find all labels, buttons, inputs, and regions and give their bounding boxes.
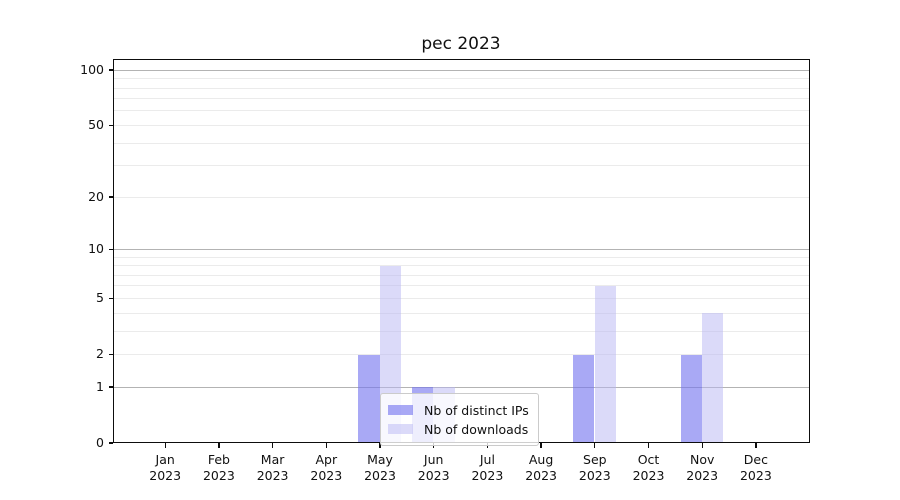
x-tick-label-nov: Nov 2023 xyxy=(686,452,719,483)
y-tick-label-0: 0 xyxy=(96,435,104,450)
y-tick-mark xyxy=(108,248,113,250)
gridline-20 xyxy=(113,196,809,198)
x-tick-label-sep: Sep 2023 xyxy=(578,452,611,483)
x-tick-mark xyxy=(701,443,703,448)
y-tick-label-100: 100 xyxy=(80,62,104,77)
x-tick-label-dec: Dec 2023 xyxy=(739,452,772,483)
bar-sep-distinct-ips xyxy=(573,354,595,442)
x-tick-label-feb: Feb 2023 xyxy=(202,452,235,483)
x-tick-mark xyxy=(164,443,166,448)
x-tick-mark xyxy=(647,443,650,448)
y-tick-label-1: 1 xyxy=(96,378,104,394)
gridline-7 xyxy=(113,274,809,276)
legend-label-distinct-ips: Nb of distinct IPs xyxy=(424,402,529,418)
x-tick-label-may: May 2023 xyxy=(364,452,396,483)
gridline-60 xyxy=(113,110,809,112)
gridline-1 xyxy=(113,386,809,388)
y-tick-mark xyxy=(108,196,113,198)
x-tick-label-jul: Jul 2023 xyxy=(471,452,504,483)
gridline-30 xyxy=(113,165,809,167)
gridline-10 xyxy=(113,248,809,251)
y-tick-mark xyxy=(108,69,113,71)
legend-label-downloads: Nb of downloads xyxy=(424,421,529,437)
bar-may-distinct-ips xyxy=(358,354,380,442)
y-tick-mark xyxy=(108,124,113,126)
bar-nov-distinct-ips xyxy=(680,354,702,442)
legend-item-downloads: Nb of downloads xyxy=(388,420,529,438)
gridline-40 xyxy=(113,142,809,144)
bar-sep-downloads xyxy=(594,286,616,442)
legend-item-distinct-ips: Nb of distinct IPs xyxy=(388,401,529,419)
x-tick-label-aug: Aug 2023 xyxy=(525,452,557,483)
legend: Nb of distinct IPs Nb of downloads xyxy=(380,393,539,446)
x-tick-mark xyxy=(218,443,220,448)
legend-swatch-downloads xyxy=(388,424,413,434)
gridline-4 xyxy=(113,312,809,314)
gridline-2 xyxy=(113,353,809,355)
y-tick-mark xyxy=(108,442,113,444)
x-tick-mark xyxy=(325,443,327,448)
gridline-80 xyxy=(113,87,809,89)
bar-nov-downloads xyxy=(701,313,724,442)
x-tick-label-apr: Apr 2023 xyxy=(310,452,343,483)
x-tick-mark xyxy=(540,443,542,448)
gridline-100 xyxy=(113,69,809,71)
gridline-50 xyxy=(113,124,809,126)
gridline-90 xyxy=(113,78,809,80)
x-tick-label-jun: Jun 2023 xyxy=(417,452,450,483)
y-tick-label-50: 50 xyxy=(88,117,104,133)
y-tick-label-2: 2 xyxy=(96,346,104,362)
y-tick-label-5: 5 xyxy=(96,290,104,306)
gridline-6 xyxy=(113,285,809,287)
gridline-8 xyxy=(113,265,809,267)
x-tick-mark xyxy=(594,443,596,448)
x-tick-label-jan: Jan 2023 xyxy=(149,452,182,483)
x-tick-label-oct: Oct 2023 xyxy=(632,452,665,483)
y-tick-label-10: 10 xyxy=(88,241,104,257)
x-tick-mark xyxy=(379,443,381,448)
gridline-5 xyxy=(113,297,809,299)
y-tick-mark xyxy=(108,297,113,299)
gridline-3 xyxy=(113,330,809,332)
x-tick-mark xyxy=(755,443,757,448)
y-tick-mark xyxy=(108,386,113,388)
y-tick-mark xyxy=(108,353,113,355)
x-tick-mark xyxy=(271,443,274,448)
chart-title: pec 2023 xyxy=(421,34,501,54)
legend-swatch-distinct-ips xyxy=(388,405,413,415)
y-tick-label-20: 20 xyxy=(88,188,104,204)
gridline-70 xyxy=(113,98,809,100)
x-tick-label-mar: Mar 2023 xyxy=(256,452,289,483)
plot-area xyxy=(112,59,810,443)
gridline-9 xyxy=(113,256,809,258)
